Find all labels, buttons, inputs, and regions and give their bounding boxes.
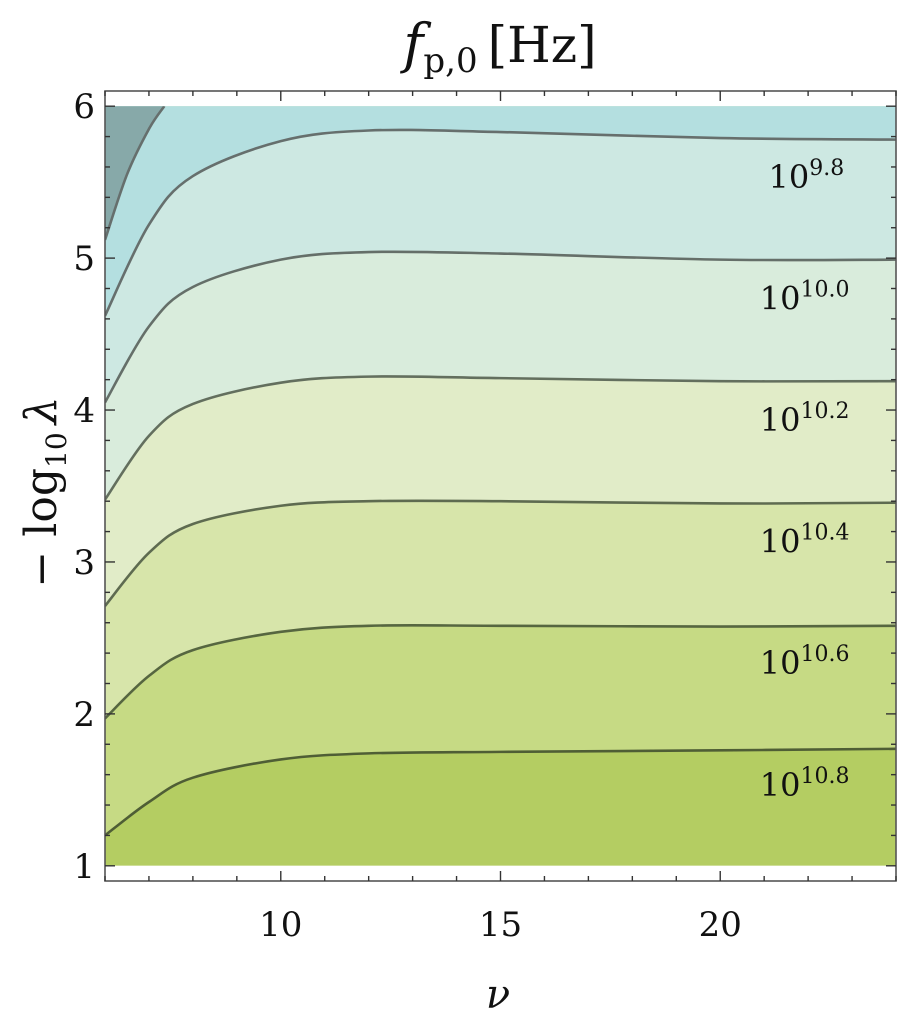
title-sub: p,0: [423, 41, 477, 81]
y-label-var: λ: [16, 396, 67, 426]
y-tick-label: 4: [73, 391, 95, 431]
contour-line-9-6: [105, 106, 166, 241]
y-tick-label: 2: [73, 695, 95, 735]
contour-label-exponent: 10.4: [800, 521, 849, 546]
contour-line-10-0: [105, 250, 896, 404]
contour-label-base: 10: [769, 158, 810, 196]
contour-label-10-2: 1010.2: [760, 399, 850, 439]
band-6: [105, 106, 896, 316]
y-label-sub: 10: [40, 432, 73, 468]
contour-line-10-4: [105, 499, 896, 607]
contour-label-10-4: 1010.4: [760, 521, 850, 561]
contour-label-exponent: 10.0: [800, 278, 849, 303]
title-unit: [Hz]: [488, 16, 597, 74]
svg-text:− log10λ: − log10 λ: [16, 396, 73, 587]
contour-label-exponent: 10.8: [800, 764, 849, 789]
x-tick-label: 10: [259, 905, 302, 945]
contour-label-base: 10: [760, 766, 801, 804]
contour-label-base: 10: [760, 644, 801, 682]
contour-line-10-2: [105, 375, 896, 501]
contour-label-9-8: 109.8: [769, 156, 845, 196]
contour-label-10-0: 1010.0: [760, 278, 850, 318]
y-tick-label: 5: [73, 239, 95, 279]
x-tick-label: 15: [479, 905, 522, 945]
contour-lines: [105, 106, 896, 837]
y-tick-label: 1: [73, 847, 95, 887]
band-7: [105, 106, 165, 240]
axis-ticks: [104, 91, 897, 881]
contour-line-10-6: [105, 623, 896, 720]
contour-label-base: 10: [760, 523, 801, 561]
y-tick-label: 6: [73, 87, 95, 127]
y-label-prefix: − log: [16, 468, 67, 588]
contour-fills: [105, 106, 896, 866]
y-tick-label: 3: [73, 543, 95, 583]
contour-label-10-6: 1010.6: [760, 642, 850, 682]
x-axis-label: ν: [486, 972, 510, 1018]
contour-label-10-8: 1010.8: [760, 764, 850, 804]
chart-title: fp,0 [Hz]: [399, 12, 596, 81]
contour-label-exponent: 10.2: [800, 399, 849, 424]
band-5: [105, 106, 896, 403]
contour-label-exponent: 9.8: [809, 156, 844, 181]
contour-label-exponent: 10.6: [800, 642, 849, 667]
y-axis-label: − log10 λ: [16, 396, 73, 587]
contour-label-base: 10: [760, 401, 801, 439]
contour-line-10-8: [105, 747, 896, 837]
contour-label-base: 10: [760, 280, 801, 318]
x-tick-label: 20: [699, 905, 742, 945]
contour-line-9-8: [105, 128, 896, 317]
